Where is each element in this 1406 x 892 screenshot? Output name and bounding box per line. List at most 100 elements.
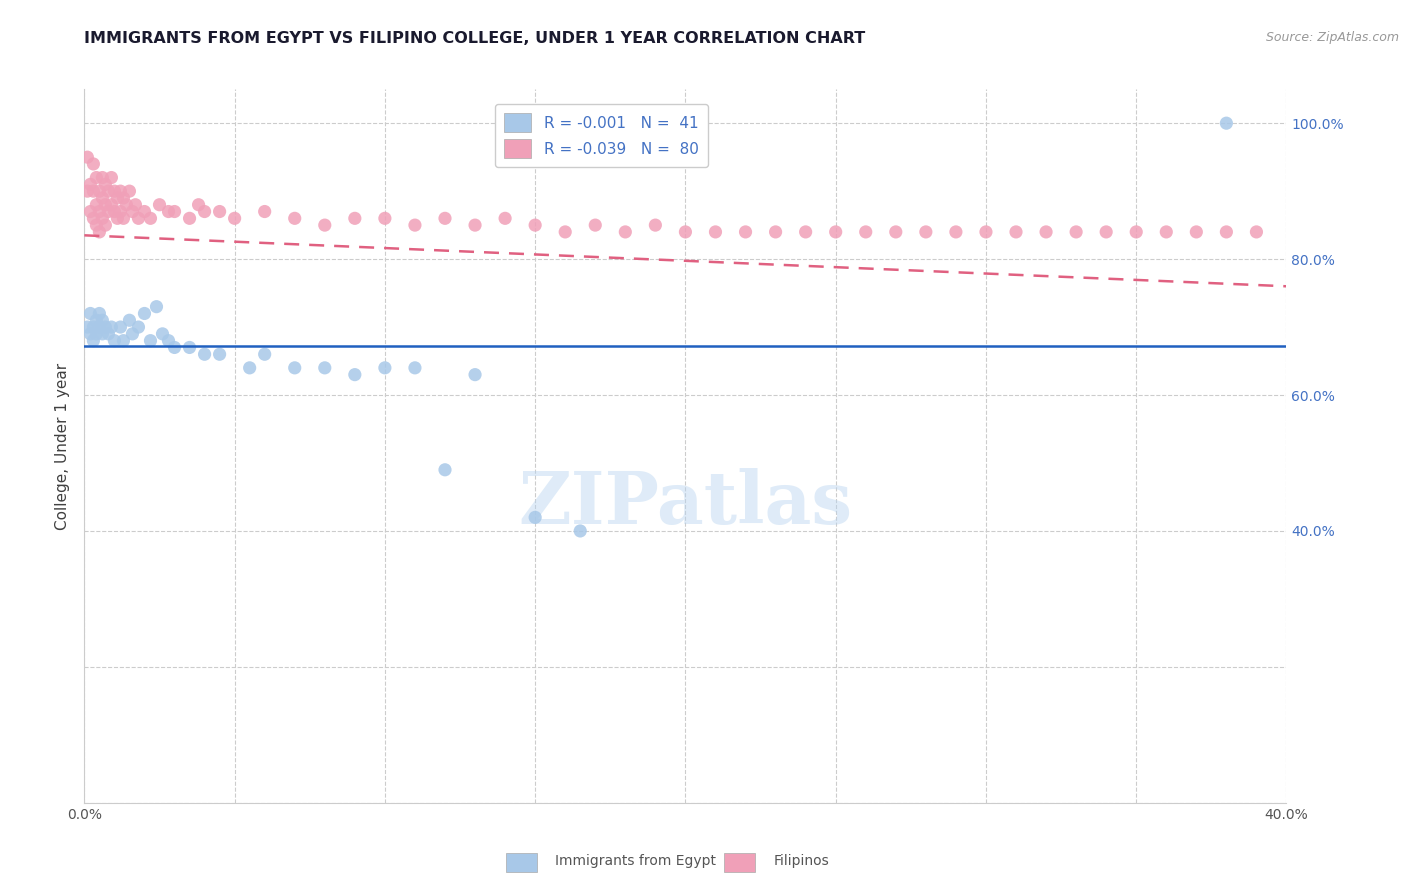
Point xyxy=(208,204,231,219)
Point xyxy=(224,211,246,226)
Point xyxy=(1005,225,1028,239)
Point xyxy=(284,360,307,375)
Point xyxy=(314,360,336,375)
Point xyxy=(100,320,122,334)
Point xyxy=(139,334,162,348)
Point xyxy=(89,225,111,239)
Point xyxy=(112,211,135,226)
Point xyxy=(253,347,276,361)
Point xyxy=(704,225,727,239)
Point xyxy=(1215,116,1237,130)
Point xyxy=(1246,225,1268,239)
Point xyxy=(524,510,547,524)
Point xyxy=(1095,225,1118,239)
Point xyxy=(91,211,114,226)
Point xyxy=(107,211,129,226)
Point xyxy=(82,157,104,171)
Point xyxy=(86,313,108,327)
Point xyxy=(554,225,576,239)
Point xyxy=(139,211,162,226)
Point xyxy=(644,218,666,232)
Point xyxy=(974,225,997,239)
Point xyxy=(583,218,606,232)
Text: Source: ZipAtlas.com: Source: ZipAtlas.com xyxy=(1265,31,1399,45)
Point xyxy=(91,170,114,185)
Point xyxy=(94,320,117,334)
Point xyxy=(163,204,186,219)
Point xyxy=(79,178,101,192)
Point xyxy=(187,198,209,212)
Point xyxy=(112,334,135,348)
Point xyxy=(86,218,108,232)
Point xyxy=(134,306,156,320)
Point xyxy=(110,184,132,198)
Point xyxy=(1035,225,1057,239)
Point xyxy=(100,198,122,212)
Text: ZIPatlas: ZIPatlas xyxy=(519,467,852,539)
Point xyxy=(464,218,486,232)
Point xyxy=(82,334,104,348)
Point xyxy=(91,313,114,327)
Point xyxy=(89,320,111,334)
Point xyxy=(79,326,101,341)
Point xyxy=(157,334,180,348)
Point xyxy=(118,184,141,198)
Point xyxy=(284,211,307,226)
Point xyxy=(208,347,231,361)
Point xyxy=(103,334,125,348)
Point xyxy=(91,326,114,341)
Point xyxy=(343,211,366,226)
Point xyxy=(179,341,201,355)
Point xyxy=(945,225,967,239)
Point xyxy=(110,204,132,219)
Point xyxy=(1125,225,1147,239)
Point xyxy=(734,225,756,239)
Point xyxy=(404,360,426,375)
Point xyxy=(82,320,104,334)
Point xyxy=(765,225,787,239)
Point xyxy=(163,341,186,355)
Point xyxy=(179,211,201,226)
Point xyxy=(79,306,101,320)
Point xyxy=(118,313,141,327)
Point xyxy=(824,225,846,239)
Point xyxy=(103,184,125,198)
Point xyxy=(569,524,592,538)
Point xyxy=(86,170,108,185)
Point xyxy=(343,368,366,382)
Point xyxy=(314,218,336,232)
Point xyxy=(884,225,907,239)
Point xyxy=(76,150,98,164)
Point xyxy=(100,170,122,185)
Point xyxy=(404,218,426,232)
Text: IMMIGRANTS FROM EGYPT VS FILIPINO COLLEGE, UNDER 1 YEAR CORRELATION CHART: IMMIGRANTS FROM EGYPT VS FILIPINO COLLEG… xyxy=(84,31,866,46)
Point xyxy=(855,225,877,239)
Point xyxy=(494,211,516,226)
Point xyxy=(76,320,98,334)
Point xyxy=(97,204,120,219)
Point xyxy=(110,320,132,334)
Point xyxy=(152,326,174,341)
Point xyxy=(675,225,697,239)
Point xyxy=(127,320,149,334)
Point xyxy=(82,211,104,226)
Point xyxy=(103,204,125,219)
Point xyxy=(524,218,547,232)
Point xyxy=(76,184,98,198)
Point xyxy=(112,191,135,205)
Point xyxy=(124,198,146,212)
Point xyxy=(94,218,117,232)
Point xyxy=(1156,225,1178,239)
Point xyxy=(79,204,101,219)
Point xyxy=(82,184,104,198)
Point xyxy=(239,360,262,375)
Point xyxy=(464,368,486,382)
Point xyxy=(148,198,170,212)
Point xyxy=(194,347,217,361)
Point xyxy=(794,225,817,239)
Point xyxy=(94,198,117,212)
Point xyxy=(86,326,108,341)
Point xyxy=(91,191,114,205)
Point xyxy=(89,184,111,198)
Text: Immigrants from Egypt: Immigrants from Egypt xyxy=(555,854,717,868)
